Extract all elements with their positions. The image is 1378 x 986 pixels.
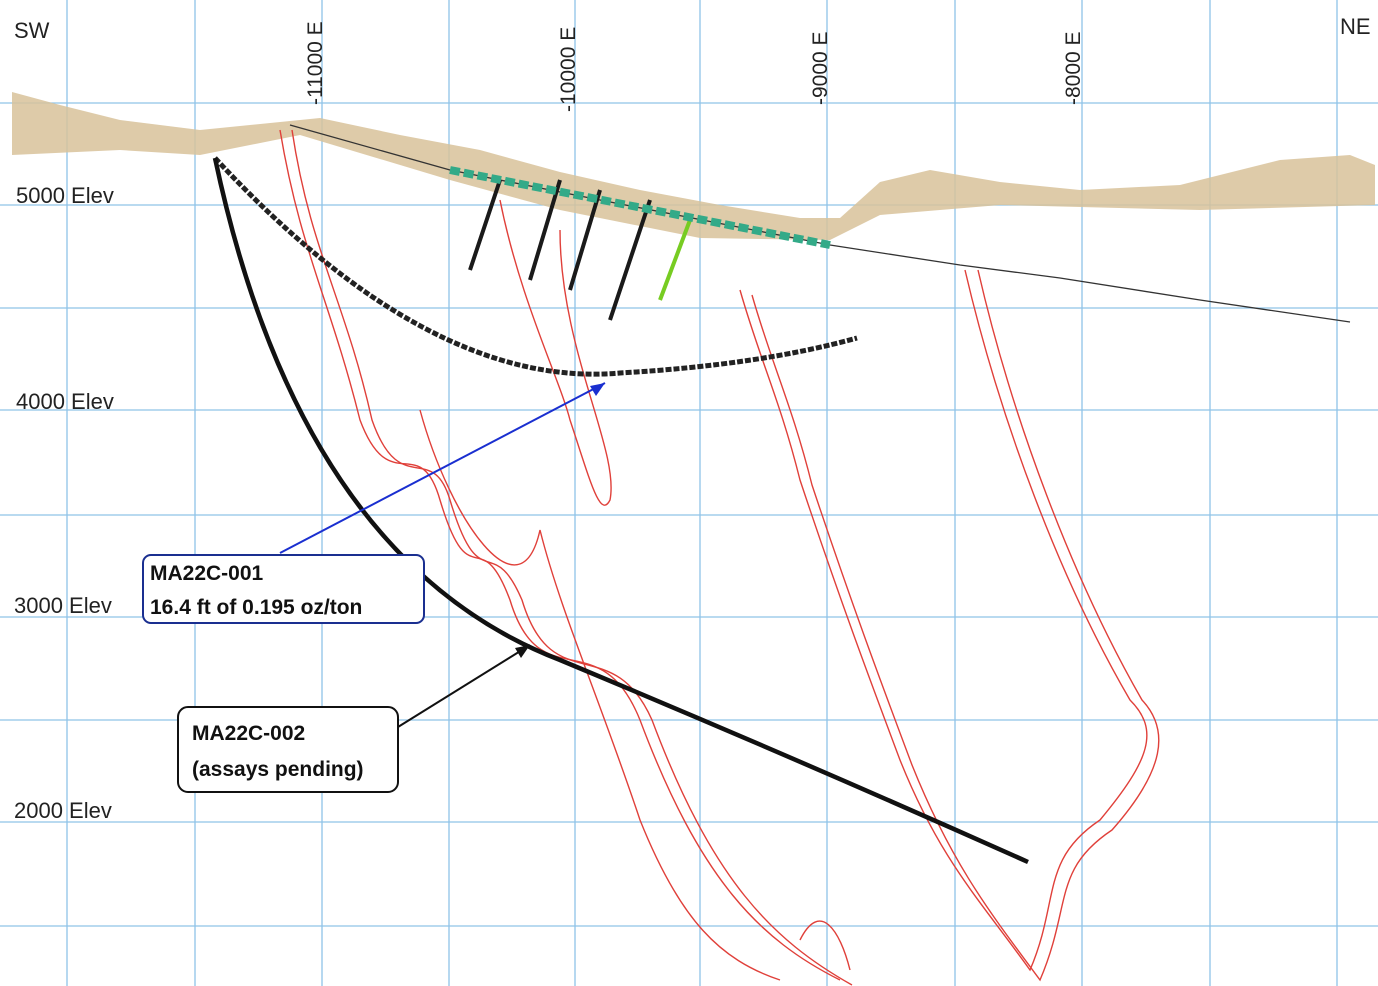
elevation-label: 2000 Elev — [14, 798, 112, 823]
direction-label: NE — [1340, 14, 1371, 39]
callout-text: (assays pending) — [192, 758, 364, 781]
surface-line — [289, 124, 1351, 323]
easting-label: -8000 E — [1062, 31, 1085, 105]
elevation-label: 4000 Elev — [16, 389, 114, 414]
easting-label: -11000 E — [304, 21, 327, 105]
arrow-001 — [279, 382, 606, 554]
elevation-label: 3000 Elev — [14, 593, 112, 618]
arrowhead — [590, 383, 605, 396]
arrowhead — [515, 645, 530, 658]
callout-hole: MA22C-001 — [150, 562, 264, 585]
easting-label: -9000 E — [809, 31, 832, 105]
callout-text: 16.4 ft of 0.195 oz/ton — [150, 596, 362, 619]
callout-box — [142, 554, 425, 624]
drill-hole-001 — [213, 156, 858, 377]
elevation-label: 5000 Elev — [16, 183, 114, 208]
callout-box — [177, 706, 399, 793]
drill-traces — [449, 166, 831, 321]
easting-label: -10000 E — [557, 27, 580, 112]
drill-hole-002 — [212, 157, 1029, 865]
direction-label: SW — [14, 18, 50, 43]
callout-hole: MA22C-002 — [192, 722, 305, 745]
terrain — [12, 92, 1375, 240]
vein-outlines — [279, 129, 1160, 986]
arrow-002 — [397, 644, 531, 728]
